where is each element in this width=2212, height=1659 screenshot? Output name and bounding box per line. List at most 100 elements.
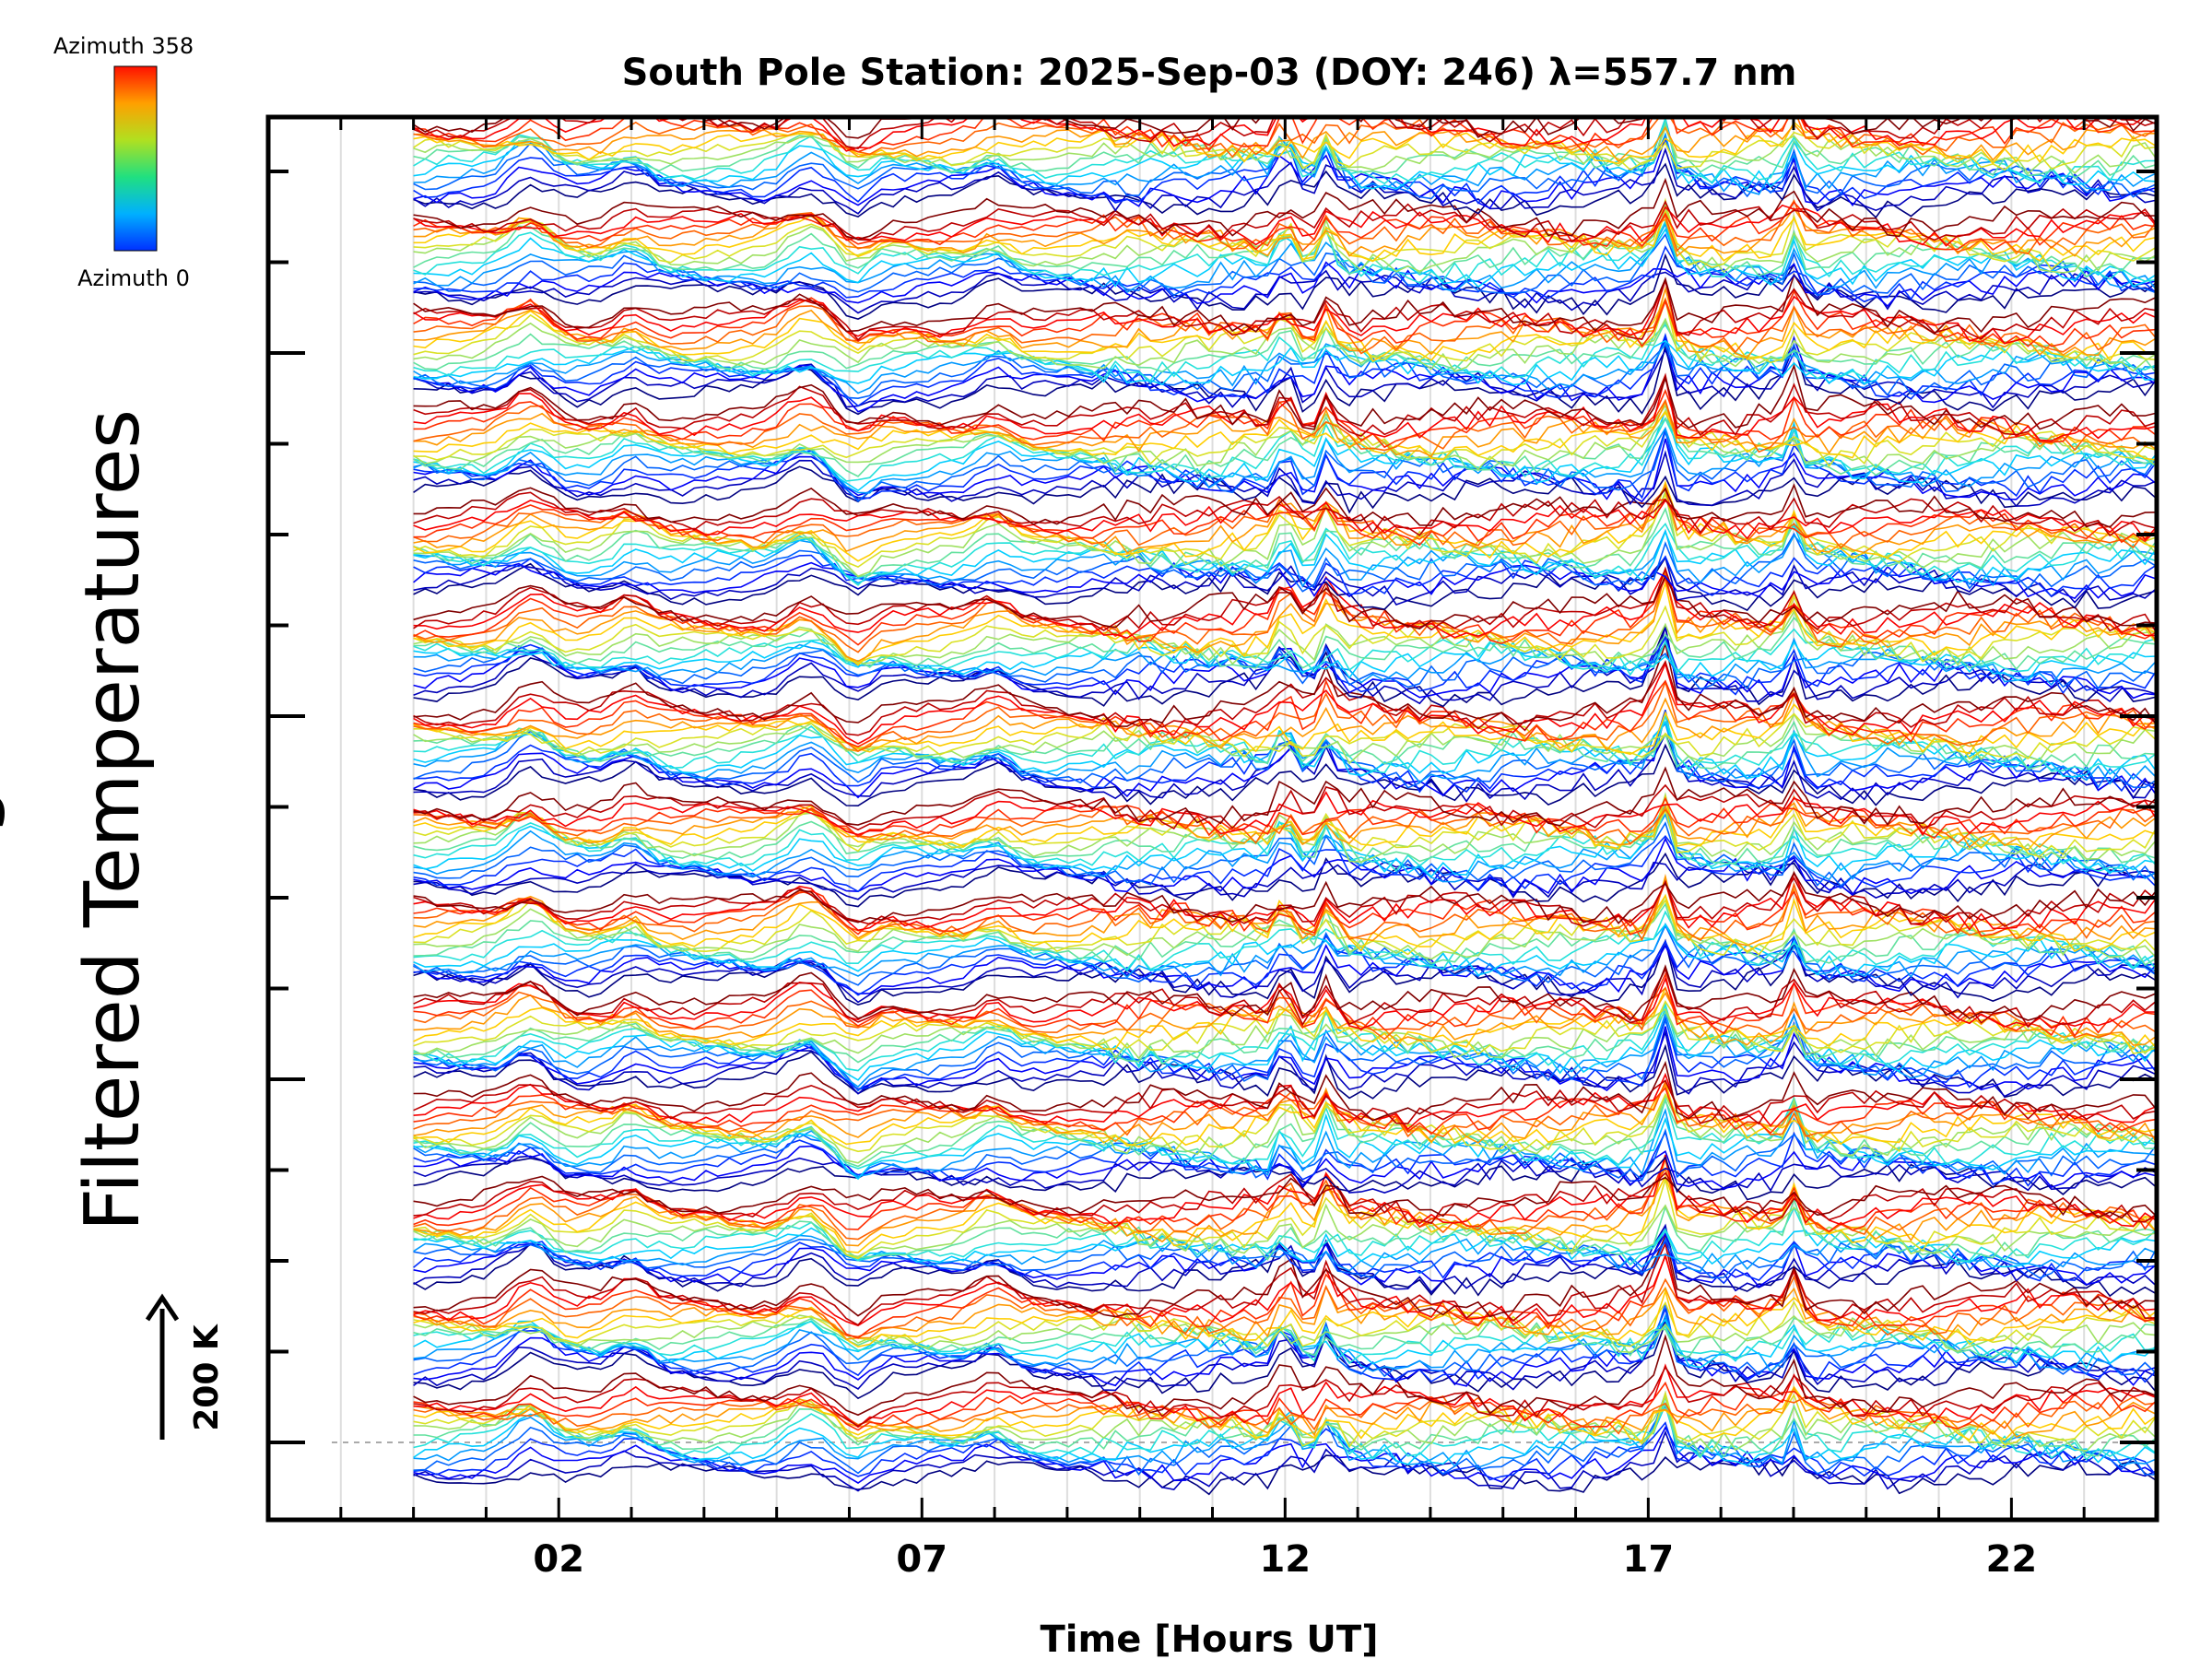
trace-group-9-azimuth-63 (413, 554, 2157, 597)
trace-group-5-azimuth-126 (413, 923, 2157, 977)
trace-group-10-azimuth-211 (413, 409, 2157, 467)
trace-group-8-azimuth-21 (413, 627, 2157, 705)
trace-group-0-azimuth-147 (413, 1394, 2157, 1461)
trace-group-3-azimuth-126 (413, 1104, 2157, 1181)
trace-group-4-azimuth-147 (413, 1002, 2157, 1072)
trace-group-6-azimuth-84 (413, 821, 2157, 888)
trace-group-0-azimuth-337 (413, 1365, 2157, 1428)
trace-group-2-azimuth-84 (413, 1236, 2157, 1279)
trace-group-8-azimuth-337 (413, 566, 2157, 634)
trace-group-7-azimuth-42 (413, 713, 2157, 799)
trace-group-5-azimuth-274 (413, 879, 2157, 942)
trace-group-10-azimuth-295 (413, 388, 2157, 449)
trace-group-1-azimuth-358 (413, 1233, 2157, 1318)
trace-group-11-azimuth-147 (413, 324, 2157, 382)
trace-group-9-azimuth-337 (413, 491, 2157, 537)
trace-group-8-azimuth-253 (413, 571, 2157, 663)
x-tick-label-02: 02 (533, 1538, 584, 1581)
trace-group-12-azimuth-63 (413, 245, 2157, 303)
trace-group-11-azimuth-358 (413, 273, 2157, 335)
trace-group-6-azimuth-316 (413, 791, 2157, 837)
trace-group-11-azimuth-168 (413, 320, 2157, 374)
trace-group-3-azimuth-232 (413, 1080, 2157, 1147)
trace-group-13-azimuth-168 (413, 120, 2157, 180)
trace-group-3-azimuth-211 (413, 1092, 2157, 1154)
trace-group-10-azimuth-105 (413, 427, 2157, 494)
chart-title: South Pole Station: 2025-Sep-03 (DOY: 24… (622, 52, 1797, 94)
trace-group-7-azimuth-274 (413, 679, 2157, 752)
trace-group-3-azimuth-147 (413, 1096, 2157, 1170)
trace-group-4-azimuth-295 (413, 971, 2157, 1038)
trace-group-8-azimuth-105 (413, 637, 2157, 687)
trace-group-3-azimuth-0 (413, 1156, 2157, 1201)
trace-group-4-azimuth-63 (413, 1016, 2157, 1090)
trace-group-12-azimuth-21 (413, 269, 2157, 314)
trace-group-4-azimuth-84 (413, 1013, 2157, 1092)
trace-group-6-azimuth-21 (413, 859, 2157, 900)
trace-group-9-azimuth-190 (413, 488, 2157, 578)
trace-group-4-azimuth-21 (413, 1030, 2157, 1098)
trace-group-3-azimuth-295 (413, 1087, 2157, 1135)
trace-group-3-azimuth-84 (413, 1128, 2157, 1181)
trace-group-10-azimuth-358 (413, 363, 2157, 430)
trace-group-12-azimuth-316 (413, 204, 2157, 247)
trace-group-5-azimuth-337 (413, 877, 2157, 928)
trace-group-1-azimuth-21 (413, 1319, 2157, 1392)
trace-group-1-azimuth-211 (413, 1300, 2157, 1347)
trace-group-9-azimuth-358 (413, 483, 2157, 528)
trace-group-8-azimuth-190 (413, 609, 2157, 666)
y-axis-label: Filtered Temperatures (69, 409, 157, 1231)
trace-group-2-azimuth-316 (413, 1154, 2157, 1229)
trace-group-5-azimuth-358 (413, 871, 2157, 924)
trace-group-7-azimuth-126 (413, 720, 2157, 780)
trace-group-7-azimuth-105 (413, 722, 2157, 785)
trace-group-8-azimuth-126 (413, 640, 2157, 682)
trace-group-10-azimuth-63 (413, 427, 2157, 501)
x-axis-label: Time [Hours UT] (1041, 1618, 1379, 1659)
trace-group-4-azimuth-358 (413, 964, 2157, 1021)
trace-group-7-azimuth-211 (413, 712, 2157, 760)
trace-group-9-azimuth-126 (413, 524, 2157, 583)
y-axis-label-clipped-fragment: g (0, 787, 7, 835)
trace-group-7-azimuth-253 (413, 693, 2157, 753)
x-tick-label-12: 12 (1259, 1538, 1311, 1581)
trace-group-1-azimuth-274 (413, 1275, 2157, 1338)
trace-group-7-azimuth-0 (413, 743, 2157, 807)
trace-group-3-azimuth-316 (413, 1072, 2157, 1131)
trace-group-13-azimuth-147 (413, 117, 2157, 185)
trace-group-13-azimuth-232 (413, 121, 2157, 165)
trace-group-9-azimuth-295 (413, 498, 2157, 547)
trace-group-3-azimuth-42 (413, 1145, 2157, 1190)
trace-group-13-azimuth-190 (413, 125, 2157, 175)
trace-group-11-azimuth-0 (413, 343, 2157, 416)
trace-group-0-azimuth-63 (413, 1421, 2157, 1481)
trace-group-6-azimuth-295 (413, 796, 2157, 840)
trace-group-12-azimuth-358 (413, 177, 2157, 241)
colorbar-bottom-label: Azimuth 0 (77, 265, 190, 291)
trace-group-10-azimuth-190 (413, 404, 2157, 471)
trace-group-11-azimuth-21 (413, 344, 2157, 409)
trace-group-0-azimuth-274 (413, 1395, 2157, 1435)
trace-group-0-azimuth-105 (413, 1390, 2157, 1469)
trace-group-5-azimuth-190 (413, 893, 2157, 960)
trace-group-2-azimuth-232 (413, 1174, 2157, 1253)
trace-group-11-azimuth-274 (413, 297, 2157, 355)
trace-group-8-azimuth-232 (413, 580, 2157, 666)
trace-group-4-azimuth-253 (413, 991, 2157, 1046)
trace-group-5-azimuth-105 (413, 922, 2157, 979)
trace-group-7-azimuth-337 (413, 660, 2157, 736)
trace-group-2-azimuth-274 (413, 1167, 2157, 1241)
trace-group-9-azimuth-105 (413, 528, 2157, 588)
trace-group-1-azimuth-232 (413, 1288, 2157, 1348)
trace-group-13-azimuth-211 (413, 131, 2157, 171)
trace-group-1-azimuth-295 (413, 1252, 2157, 1339)
trace-group-3-azimuth-358 (413, 1060, 2157, 1122)
trace-group-2-azimuth-337 (413, 1171, 2157, 1225)
trace-group-12-azimuth-253 (413, 206, 2157, 258)
trace-group-0-azimuth-84 (413, 1404, 2157, 1477)
trace-group-11-azimuth-105 (413, 341, 2157, 394)
trace-group-2-azimuth-168 (413, 1196, 2157, 1262)
trace-group-5-azimuth-63 (413, 935, 2157, 996)
trace-group-4-azimuth-316 (413, 976, 2157, 1030)
